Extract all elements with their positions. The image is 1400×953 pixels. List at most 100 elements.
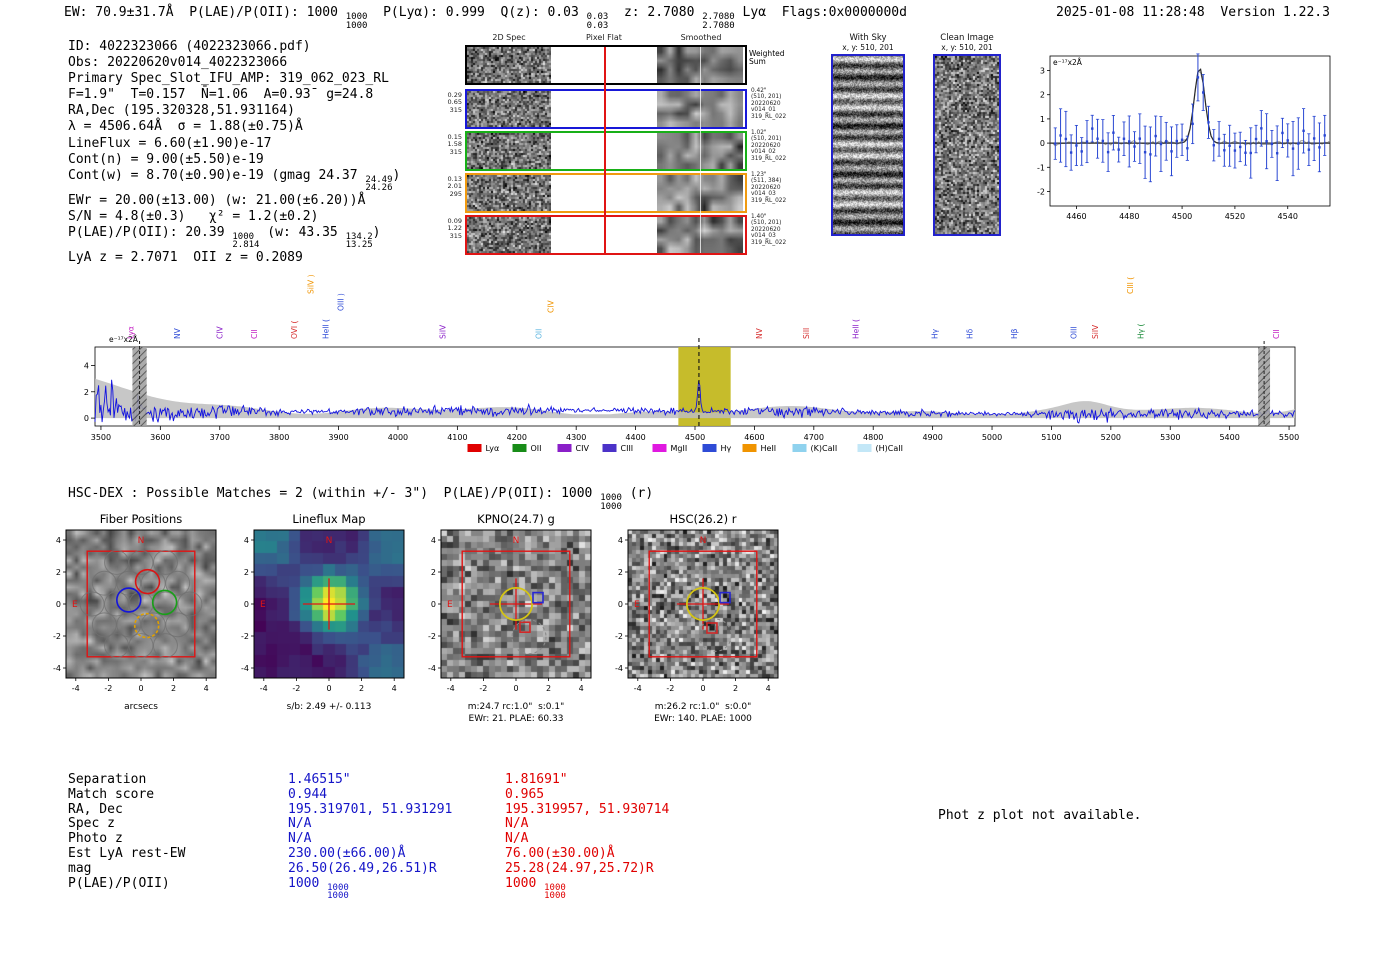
stacked-fraction: 2.7080 2.7080	[702, 12, 735, 31]
legend-item: Lyα	[486, 444, 500, 453]
svg-text:3600: 3600	[150, 433, 170, 442]
clean-image-canvas	[935, 56, 999, 234]
svg-text:4400: 4400	[625, 433, 645, 442]
stacked-fraction: 1000 2.814	[232, 231, 260, 251]
emission-line-label: NV	[173, 327, 182, 339]
svg-text:0: 0	[431, 600, 436, 609]
emission-line-label: Hγ	[930, 328, 939, 339]
cutout-overlay: -4 -4 -2 -2 0 0 2 2 4 4 N E	[241, 529, 405, 693]
emission-line-label: CII	[250, 329, 259, 339]
spec2d-row	[465, 131, 747, 171]
header-timestamp-version: 2025-01-08 11:28:48 Version 1.22.3	[1056, 5, 1330, 20]
emission-line-label: Hγ (	[1137, 324, 1146, 339]
with-sky-title: With Sky	[849, 33, 887, 43]
svg-text:E: E	[260, 600, 266, 610]
match-value-col1: 1.46515"	[288, 772, 351, 787]
header-summary-line: EW: 70.9±31.7Å P(LAE)/P(OII): 1000 1000 1…	[64, 5, 907, 31]
stacked-fraction: 1000 1000	[600, 493, 622, 512]
svg-text:-2: -2	[53, 632, 61, 641]
spec2d-row	[465, 173, 747, 213]
svg-text:2: 2	[359, 684, 364, 693]
svg-text:0: 0	[700, 684, 705, 693]
svg-text:4900: 4900	[922, 433, 942, 442]
emission-line-label: HeII (	[851, 319, 860, 339]
svg-text:3800: 3800	[269, 433, 289, 442]
svg-text:2: 2	[733, 684, 738, 693]
svg-text:4: 4	[392, 684, 397, 693]
svg-text:-4: -4	[53, 664, 61, 673]
svg-text:5100: 5100	[1041, 433, 1061, 442]
clean-image-title: Clean Image	[940, 33, 994, 43]
match-value-col1: 195.319701, 51.931291	[288, 801, 453, 817]
match-value-col1: 0.944	[288, 786, 328, 802]
info-line: P(LAE)/P(OII): 20.39 1000 2.814 (w: 43.35…	[68, 224, 381, 251]
spec2d-image	[467, 175, 551, 211]
emission-line-label: OIII )	[336, 293, 345, 311]
svg-text:N: N	[326, 536, 333, 546]
svg-text:4500: 4500	[1172, 212, 1192, 221]
spec2d-row	[465, 89, 747, 129]
emission-line-label: CII	[1272, 329, 1281, 339]
svg-text:4: 4	[244, 536, 249, 545]
spec2d-row-annotation: 1.02" (510, 201) 20220620 v014_02 319_RL_022	[751, 130, 787, 162]
svg-text:0: 0	[244, 600, 249, 609]
emission-line-label: CIV	[547, 300, 556, 313]
match-value-col1: N/A	[288, 831, 312, 847]
emission-line-label: SiIV	[439, 324, 448, 339]
info-line: Cont(w) = 8.70(±0.90)e-19 (gmag 24.37 24…	[68, 167, 401, 194]
svg-text:4: 4	[766, 684, 771, 693]
with-sky-canvas	[833, 56, 903, 234]
cutout-title: Lineflux Map	[292, 512, 366, 526]
spec2d-column-title: 2D Spec	[492, 33, 526, 42]
svg-text:E: E	[72, 600, 78, 610]
svg-text:3500: 3500	[91, 433, 111, 442]
svg-text:-4: -4	[72, 684, 80, 693]
info-line: Cont(n) = 9.00(±5.50)e-19	[68, 151, 264, 167]
info-line: ID: 4022323066 (4022323066.pdf)	[68, 39, 311, 54]
emission-line-label: OIII	[1069, 326, 1078, 339]
svg-text:-4: -4	[447, 684, 455, 693]
legend-item: (K)CaII	[811, 444, 838, 453]
match-value-col2: 0.965	[505, 786, 545, 802]
weighted-sum-label: Weighted Sum	[749, 49, 785, 66]
legend-item: CIII	[621, 444, 634, 453]
svg-text:4: 4	[579, 684, 584, 693]
legend-item: (H)CaII	[876, 444, 903, 453]
match-value-col2: 25.28(24.97,25.72)R	[505, 860, 654, 876]
svg-text:-4: -4	[615, 664, 623, 673]
emission-line-label: HeII (	[322, 319, 331, 339]
spec2d-image	[467, 217, 551, 253]
svg-text:4100: 4100	[447, 433, 467, 442]
info-line: LineFlux = 6.60(±1.90)e-17	[68, 135, 272, 151]
svg-text:5000: 5000	[982, 433, 1002, 442]
svg-text:0: 0	[84, 414, 89, 423]
cutout-overlay: -4 -4 -2 -2 0 0 2 2 4 4 N E	[53, 529, 217, 693]
svg-text:e⁻¹⁷x2Å: e⁻¹⁷x2Å	[109, 335, 139, 344]
svg-text:0: 0	[618, 600, 623, 609]
stacked-fraction: 24.49 24.26	[365, 174, 393, 194]
svg-text:-2: -2	[615, 632, 623, 641]
svg-text:4480: 4480	[1119, 212, 1139, 221]
svg-text:2: 2	[431, 568, 436, 577]
svg-text:0: 0	[1040, 139, 1045, 148]
spec2d-row-left-labels: 0.09 1.22 315	[447, 217, 462, 240]
match-row-label: Spec z	[68, 816, 115, 832]
line-zoom-plot: 4460 4480 4500 4520 4540 -2 -1 0 1 2 3 e⁻¹⁷x2Å	[1037, 53, 1331, 221]
legend-item: CIV	[576, 444, 590, 453]
match-value-col1: 26.50(26.49,26.51)R	[288, 860, 437, 876]
svg-text:-4: -4	[260, 684, 268, 693]
svg-text:4500: 4500	[685, 433, 705, 442]
svg-text:0: 0	[138, 684, 143, 693]
emission-line-label: SiII	[802, 328, 811, 339]
match-value-col2: 195.319957, 51.930714	[505, 801, 670, 817]
pixelflat-column-title: Pixel Flat	[586, 33, 622, 42]
svg-text:3700: 3700	[210, 433, 230, 442]
svg-text:N: N	[138, 536, 145, 546]
match-value-col2: 1000 1000 1000	[505, 875, 566, 902]
emission-line-label: Lyα	[127, 326, 136, 339]
emission-line-label: SiIV )	[307, 274, 316, 294]
match-value-col2: N/A	[505, 831, 529, 847]
